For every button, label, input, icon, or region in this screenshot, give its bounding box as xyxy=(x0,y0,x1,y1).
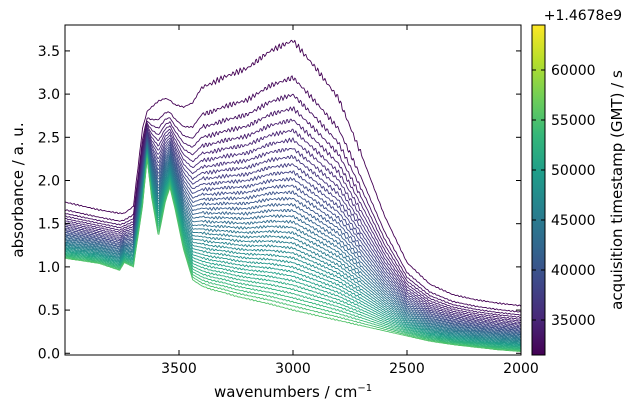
colorbar xyxy=(531,24,546,356)
y-axis-title: absorbance / a. u. xyxy=(9,122,27,257)
plot-frame xyxy=(64,24,522,356)
colorbar-offset-label: +1.4678e9 xyxy=(544,8,622,24)
spectra-series-group xyxy=(65,39,521,353)
x-axis: 3500 3000 2500 2000 xyxy=(161,25,539,377)
x-tick-label: 2500 xyxy=(389,361,425,377)
y-tick-label: 1.5 xyxy=(38,217,60,233)
colorbar-tick-label: 35000 xyxy=(551,313,596,329)
colorbar-title: acquisition timestamp (GMT) / s xyxy=(608,70,626,310)
y-tick-label: 3.5 xyxy=(38,44,60,60)
colorbar-tick-label: 40000 xyxy=(551,263,596,279)
spectrum-line xyxy=(65,93,521,316)
colorbar-tick-label: 50000 xyxy=(551,163,596,179)
colorbar-tick-label: 55000 xyxy=(551,113,596,129)
colorbar-ticks: 35000 40000 45000 50000 55000 60000 xyxy=(532,63,596,329)
spectrum-line xyxy=(65,126,521,322)
spectrum-line xyxy=(65,39,521,307)
x-axis-title: wavenumbers / cm−1 xyxy=(214,383,372,401)
colorbar-tick-label: 45000 xyxy=(551,213,596,229)
y-tick-label: 0.5 xyxy=(38,303,60,319)
y-tick-label: 2.5 xyxy=(38,130,60,146)
x-tick-label: 2000 xyxy=(503,361,539,377)
y-tick-label: 1.0 xyxy=(38,260,60,276)
spectrum-line xyxy=(65,75,521,313)
y-tick-label: 3.0 xyxy=(38,87,60,103)
x-tick-label: 3500 xyxy=(161,361,197,377)
colorbar-tick-label: 60000 xyxy=(551,63,596,79)
x-tick-label: 3000 xyxy=(275,361,311,377)
y-tick-label: 0.0 xyxy=(38,346,60,362)
spectrum-line xyxy=(65,158,521,353)
x-axis-title-superscript: −1 xyxy=(357,383,372,394)
y-tick-label: 2.0 xyxy=(38,173,60,189)
y-axis: 0.0 0.5 1.0 1.5 2.0 2.5 3.0 3.5 xyxy=(38,44,521,362)
